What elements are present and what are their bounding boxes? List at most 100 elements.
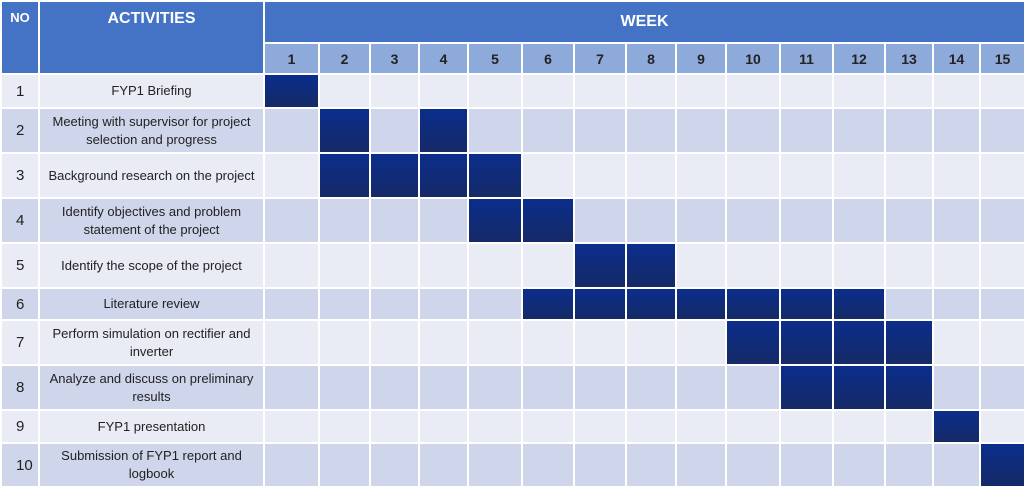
week-cell bbox=[521, 107, 575, 154]
week-cell bbox=[978, 107, 1024, 154]
week-cell bbox=[675, 242, 727, 289]
week-cell bbox=[932, 152, 981, 199]
week-cell bbox=[675, 319, 727, 366]
week-cell bbox=[625, 409, 677, 444]
week-cell bbox=[418, 197, 469, 244]
week-cell bbox=[779, 409, 834, 444]
week-cell bbox=[884, 242, 934, 289]
week-cell bbox=[573, 442, 627, 488]
week-cell bbox=[369, 242, 420, 289]
gantt-bar-cell bbox=[467, 152, 523, 199]
week-cell bbox=[779, 242, 834, 289]
week-cell bbox=[625, 442, 677, 488]
week-cell bbox=[675, 364, 727, 411]
week-cell bbox=[467, 73, 523, 109]
week-cell bbox=[573, 197, 627, 244]
week-cell bbox=[318, 409, 371, 444]
gantt-bar-cell bbox=[625, 242, 677, 289]
gantt-bar-cell bbox=[369, 152, 420, 199]
week-cell bbox=[675, 409, 727, 444]
week-cell bbox=[369, 319, 420, 366]
week-cell bbox=[832, 197, 886, 244]
week-cell bbox=[725, 152, 781, 199]
activity-name: Perform simulation on rectifier and inve… bbox=[38, 319, 265, 366]
week-cell bbox=[521, 442, 575, 488]
week-cell bbox=[625, 197, 677, 244]
week-cell bbox=[369, 364, 420, 411]
week-cell bbox=[263, 319, 320, 366]
week-cell bbox=[978, 152, 1024, 199]
gantt-bar-cell bbox=[521, 197, 575, 244]
activity-row: 10 Submission of FYP1 report and logbook bbox=[0, 442, 1024, 488]
gantt-bar-cell bbox=[832, 364, 886, 411]
week-cell bbox=[932, 364, 981, 411]
week-cell bbox=[573, 409, 627, 444]
week-cell bbox=[263, 242, 320, 289]
row-number: 10 bbox=[0, 442, 40, 488]
week-cell bbox=[932, 442, 981, 488]
row-number: 8 bbox=[0, 364, 40, 411]
week-cell bbox=[467, 287, 523, 321]
week-cell bbox=[932, 197, 981, 244]
week-cell bbox=[625, 73, 677, 109]
activity-name: Identify objectives and problem statemen… bbox=[38, 197, 265, 244]
week-cell bbox=[884, 152, 934, 199]
week-cell bbox=[978, 409, 1024, 444]
gantt-bar-cell bbox=[978, 442, 1024, 488]
week-cell bbox=[932, 73, 981, 109]
week-cell bbox=[725, 442, 781, 488]
header-activities: ACTIVITIES bbox=[38, 0, 265, 75]
row-number: 6 bbox=[0, 287, 40, 321]
week-cell bbox=[779, 197, 834, 244]
week-cell bbox=[418, 364, 469, 411]
week-cell bbox=[467, 409, 523, 444]
week-cell bbox=[467, 364, 523, 411]
week-cell bbox=[932, 107, 981, 154]
week-cell bbox=[884, 409, 934, 444]
header-no: NO bbox=[0, 0, 40, 75]
week-cell bbox=[467, 442, 523, 488]
row-number: 1 bbox=[0, 73, 40, 109]
week-cell bbox=[675, 107, 727, 154]
week-cell bbox=[573, 107, 627, 154]
gantt-bar-cell bbox=[625, 287, 677, 321]
week-cell bbox=[884, 107, 934, 154]
week-cell bbox=[675, 152, 727, 199]
activity-name: Identify the scope of the project bbox=[38, 242, 265, 289]
week-cell bbox=[318, 197, 371, 244]
week-cell bbox=[467, 107, 523, 154]
gantt-bar-cell bbox=[725, 287, 781, 321]
gantt-bar-cell bbox=[725, 319, 781, 366]
gantt-bar-cell bbox=[832, 319, 886, 366]
gantt-bar-cell bbox=[779, 287, 834, 321]
week-cell bbox=[978, 242, 1024, 289]
week-cell bbox=[521, 364, 575, 411]
week-cell bbox=[675, 73, 727, 109]
gantt-bar-cell bbox=[884, 319, 934, 366]
week-cell bbox=[369, 442, 420, 488]
gantt-bar-cell bbox=[832, 287, 886, 321]
week-cell bbox=[418, 73, 469, 109]
gantt-bar-cell bbox=[263, 73, 320, 109]
week-number: 5 bbox=[467, 42, 523, 75]
week-cell bbox=[779, 107, 834, 154]
week-cell bbox=[978, 319, 1024, 366]
week-cell bbox=[884, 73, 934, 109]
week-cell bbox=[418, 287, 469, 321]
week-cell bbox=[884, 287, 934, 321]
week-cell bbox=[263, 287, 320, 321]
week-cell bbox=[625, 319, 677, 366]
week-cell bbox=[832, 152, 886, 199]
activity-name: Analyze and discuss on preliminary resul… bbox=[38, 364, 265, 411]
week-cell bbox=[832, 409, 886, 444]
week-cell bbox=[521, 409, 575, 444]
gantt-bar-cell bbox=[467, 197, 523, 244]
week-cell bbox=[625, 152, 677, 199]
week-cell bbox=[932, 319, 981, 366]
week-cell bbox=[978, 287, 1024, 321]
week-cell bbox=[318, 442, 371, 488]
row-number: 5 bbox=[0, 242, 40, 289]
week-number: 11 bbox=[779, 42, 834, 75]
gantt-bar-cell bbox=[779, 364, 834, 411]
